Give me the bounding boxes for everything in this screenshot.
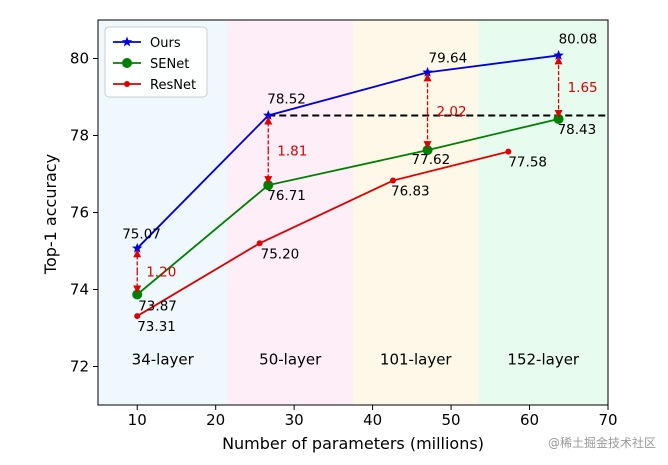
gap-label-1: 1.20 xyxy=(146,264,176,280)
x-tick-label-30: 30 xyxy=(285,411,304,429)
series-line-ours xyxy=(136,54,559,249)
x-tick-label-50: 50 xyxy=(442,411,461,429)
point-resnet-1 xyxy=(134,313,141,320)
series-line-senet xyxy=(136,118,559,296)
legend-label-senet: SENet xyxy=(150,57,189,72)
x-tick-label-20: 20 xyxy=(206,411,225,429)
x-tick-label-70: 70 xyxy=(598,411,617,429)
axes-layer: 10 20 30 40 50 60 70 72 74 76 78 80 xyxy=(70,50,618,430)
y-tick-label-76: 76 xyxy=(70,204,89,222)
data-label-resnet-1: 73.31 xyxy=(137,319,176,335)
point-ours-1 xyxy=(132,242,143,253)
y-tick-label-78: 78 xyxy=(70,127,89,145)
point-ours-3 xyxy=(422,66,433,77)
series-layer xyxy=(132,49,564,320)
data-label-ours-1: 75.07 xyxy=(122,226,161,242)
legend-label-ours: Ours xyxy=(150,36,181,51)
legend-marker-resnet xyxy=(124,81,130,87)
y-tick-label-80: 80 xyxy=(70,50,89,68)
data-label-senet-4: 78.43 xyxy=(558,122,597,138)
point-resnet-2 xyxy=(256,240,263,247)
band-label-34-layer: 34-layer xyxy=(132,351,195,369)
data-label-ours-3: 79.64 xyxy=(429,50,468,66)
x-tick-label-60: 60 xyxy=(520,411,539,429)
band-2 xyxy=(227,20,353,405)
gap-annotations-layer: 1.20 1.81 2.02 1.65 xyxy=(133,56,598,294)
data-label-resnet-3: 76.83 xyxy=(391,184,430,200)
x-tick-label-10: 10 xyxy=(128,411,147,429)
watermark: @稀土掘金技术社区 xyxy=(548,435,656,450)
legend-marker-ours xyxy=(121,36,133,47)
data-label-senet-3: 77.62 xyxy=(412,152,451,168)
data-label-ours-4: 80.08 xyxy=(559,31,598,47)
data-labels-layer: 75.07 78.52 79.64 80.08 73.87 76.71 77.62 78.43… xyxy=(122,31,597,335)
series-line-resnet xyxy=(136,150,509,317)
y-tick-label-72: 72 xyxy=(70,358,89,376)
point-resnet-4 xyxy=(505,148,512,155)
band-3 xyxy=(353,20,479,405)
point-ours-4 xyxy=(553,49,564,60)
x-axis-title: Number of parameters (millions) xyxy=(222,434,484,453)
y-tick-label-74: 74 xyxy=(70,281,89,299)
point-ours-2 xyxy=(263,109,274,120)
y-axis-title: Top-1 accuracy xyxy=(41,154,60,275)
x-tick-label-40: 40 xyxy=(363,411,382,429)
gap-label-3: 2.02 xyxy=(437,104,467,120)
legend-box xyxy=(104,26,208,98)
data-label-resnet-2: 75.20 xyxy=(261,246,300,262)
data-label-senet-2: 76.71 xyxy=(267,188,306,204)
band-4 xyxy=(478,20,608,405)
gap-label-2: 1.81 xyxy=(277,143,307,159)
band-label-50-layer: 50-layer xyxy=(259,351,322,369)
band-label-152-layer: 152-layer xyxy=(507,351,580,369)
band-label-101-layer: 101-layer xyxy=(380,351,453,369)
legend: Ours SENet ResNet xyxy=(104,26,208,98)
gap-label-4: 1.65 xyxy=(568,80,598,96)
legend-marker-senet xyxy=(122,58,132,68)
legend-label-resnet: ResNet xyxy=(150,78,196,93)
data-label-resnet-4: 77.58 xyxy=(508,155,547,171)
data-label-ours-2: 78.52 xyxy=(267,91,306,107)
data-label-senet-1: 73.87 xyxy=(138,299,177,315)
point-resnet-3 xyxy=(390,177,397,184)
